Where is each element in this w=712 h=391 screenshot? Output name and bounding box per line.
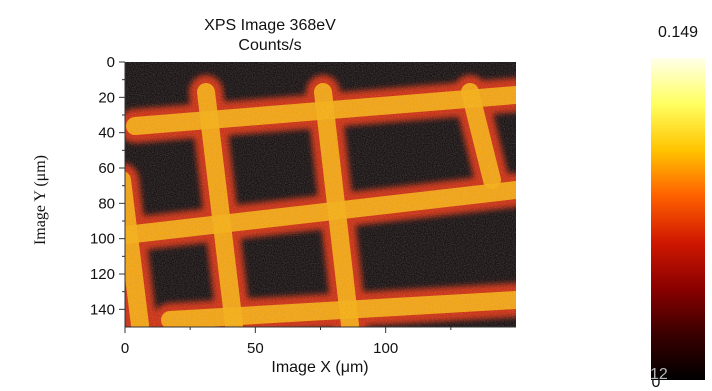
x-tick-label: 50 xyxy=(247,340,264,357)
colorbar xyxy=(651,58,705,380)
y-tick-label: 140 xyxy=(90,301,115,318)
slide-number: 12 xyxy=(650,366,668,383)
colorbar-min-label: 0 xyxy=(652,374,661,391)
axes: 0 20 40 60 80 100 120 140 0 50 100 xyxy=(90,54,516,357)
y-tick-label: 20 xyxy=(98,89,115,106)
y-tick-label: 60 xyxy=(98,160,115,177)
y-tick-label: 100 xyxy=(90,231,115,248)
y-axis-label: Image Y (μm) xyxy=(32,155,49,245)
x-axis-label: Image X (μm) xyxy=(271,359,368,376)
heatmap-image xyxy=(125,62,516,327)
x-tick-label: 100 xyxy=(373,340,398,357)
y-tick-label: 0 xyxy=(107,54,115,71)
y-tick-label: 80 xyxy=(98,195,115,212)
y-tick-label: 120 xyxy=(90,266,115,283)
colorbar-max-label: 0.149 xyxy=(658,24,698,41)
x-tick-label: 0 xyxy=(121,340,129,357)
chart-subtitle: Counts/s xyxy=(238,37,301,54)
chart-title: XPS Image 368eV xyxy=(204,17,336,34)
y-tick-label: 40 xyxy=(98,125,115,142)
